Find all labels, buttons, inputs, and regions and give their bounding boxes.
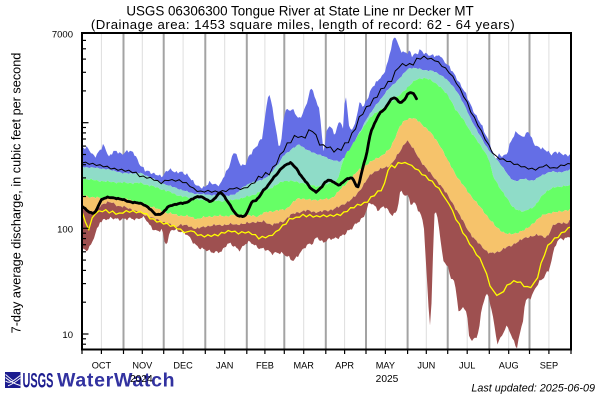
- svg-text:10: 10: [62, 330, 73, 341]
- svg-text:JUN: JUN: [417, 360, 435, 370]
- svg-text:FEB: FEB: [256, 360, 274, 370]
- svg-text:JUL: JUL: [459, 360, 475, 370]
- svg-text:7000: 7000: [52, 29, 73, 40]
- svg-text:(Drainage area: 1453 square mi: (Drainage area: 1453 square miles, lengt…: [91, 17, 515, 32]
- svg-text:2025: 2025: [376, 374, 399, 385]
- svg-text:WaterWatch: WaterWatch: [57, 370, 175, 392]
- svg-text:DEC: DEC: [173, 360, 193, 370]
- svg-text:7-day average discharge, in cu: 7-day average discharge, in cubic feet p…: [10, 53, 24, 334]
- svg-text:2024: 2024: [130, 374, 153, 385]
- svg-text:JAN: JAN: [216, 360, 233, 370]
- svg-text:SEP: SEP: [540, 360, 558, 370]
- svg-text:AUG: AUG: [499, 360, 519, 370]
- svg-text:MAY: MAY: [376, 360, 395, 370]
- svg-text:MAR: MAR: [293, 360, 314, 370]
- svg-text:OCT: OCT: [92, 360, 112, 370]
- svg-text:USGS: USGS: [23, 369, 54, 393]
- svg-text:NOV: NOV: [132, 360, 153, 370]
- svg-text:USGS 06306300 Tongue River at: USGS 06306300 Tongue River at State Line…: [126, 4, 473, 19]
- svg-text:Last updated: 2025-06-09: Last updated: 2025-06-09: [471, 383, 595, 395]
- svg-text:100: 100: [57, 225, 73, 236]
- svg-text:APR: APR: [335, 360, 354, 370]
